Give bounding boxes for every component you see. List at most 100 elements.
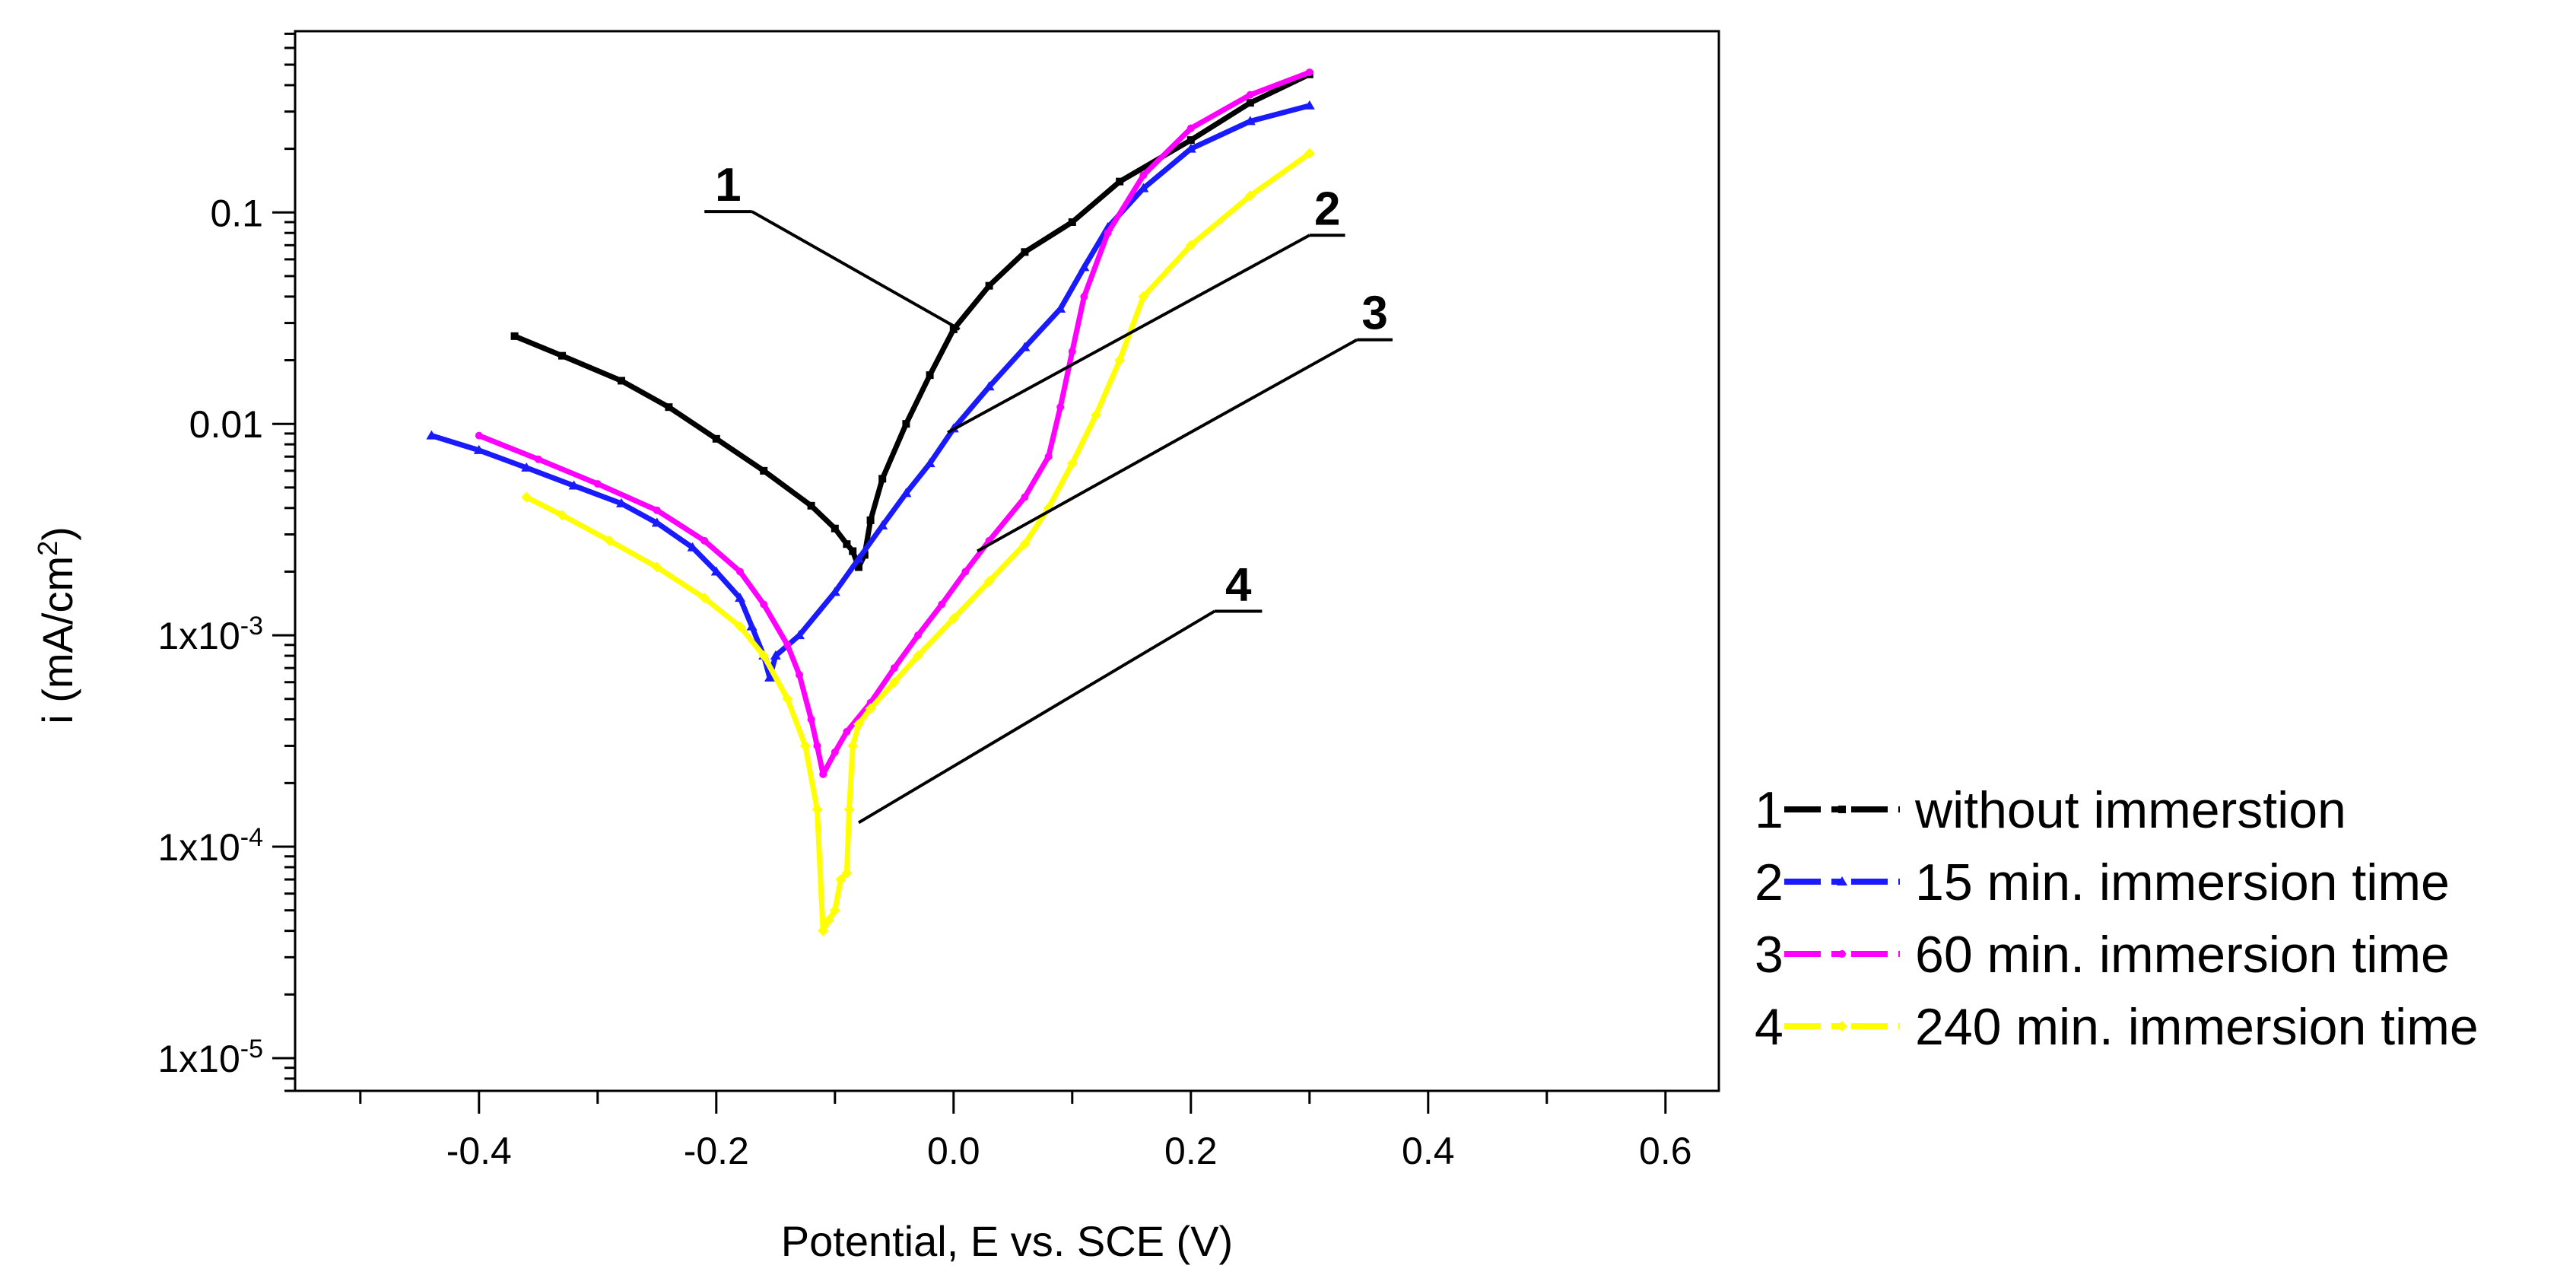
data-point [534,455,542,463]
callout-label: 3 [1361,288,1387,340]
data-point [760,466,768,475]
series-1 [510,70,1313,571]
legend-label: 240 min. immersion time [1915,998,2479,1056]
series-2 [426,100,1315,682]
data-point [847,740,859,752]
data-point [799,740,811,752]
data-point [783,641,792,649]
data-point [782,693,793,704]
data-point [1185,240,1196,251]
legend-label: 60 min. immersion time [1915,926,2450,984]
data-point [1246,99,1254,107]
callout-leader [947,234,1310,434]
data-point [1138,183,1149,192]
data-point [736,567,744,576]
callout-leader [857,609,1216,825]
callout-label: 1 [715,159,741,211]
data-point [710,566,722,576]
data-point [665,403,673,412]
data-point [843,727,851,736]
data-point [794,630,805,640]
legend: 1 without immerstion 2 15 min. immersion ti… [1755,781,2479,1056]
data-point [735,621,745,632]
data-point [593,480,602,488]
data-point [521,491,532,503]
data-point [1837,876,1847,885]
data-point [807,501,815,510]
legend-item-4: 4 240 min. immersion time [1755,998,2479,1056]
legend-item-3: 3 60 min. immersion time [1755,926,2450,984]
x-tick-label: 0.2 [1164,1130,1218,1172]
data-point [473,444,484,454]
y-tick-label: 1x10-4 [157,823,263,869]
data-point [888,676,900,688]
callout-leader [977,338,1358,553]
data-point [878,475,887,483]
series-line-4 [523,151,1313,934]
data-point [818,925,829,936]
data-point [1021,248,1029,256]
data-point [568,480,580,490]
callout-label: 4 [1225,558,1252,611]
data-point [900,488,912,498]
data-point [948,613,959,625]
data-point [699,593,710,604]
data-point [557,510,567,521]
data-point [1244,190,1256,202]
legend-number: 1 [1755,781,1784,839]
data-point [985,281,993,290]
data-point [1138,291,1149,302]
data-point [855,563,862,571]
data-point [1021,493,1029,501]
data-point [1078,262,1090,272]
data-point [764,672,775,682]
data-point [687,542,698,552]
callouts: 1 2 3 4 [704,159,1393,825]
data-point [1068,348,1076,356]
data-point [1116,177,1124,186]
data-point [1056,403,1065,412]
data-point [1244,116,1256,126]
data-point [841,867,853,879]
data-point [813,742,821,750]
data-point [949,325,958,333]
data-point [558,351,566,360]
callout-4: 4 [857,558,1263,825]
data-point [604,535,615,546]
data-point [877,520,888,530]
data-point [807,715,815,723]
y-tick-label: 0.1 [210,192,263,234]
data-point [1080,292,1088,300]
legend-label: without immerstion [1914,781,2346,839]
data-point [1044,453,1053,461]
data-point [1104,229,1112,237]
series-3 [475,68,1313,778]
y-tick-exponent: -4 [240,823,263,852]
data-point [835,874,846,885]
data-point [853,718,864,730]
data-point [843,804,855,815]
legend-label: 15 min. immersion time [1915,854,2450,911]
data-point [824,914,834,926]
x-tick-label: 0.0 [927,1130,980,1172]
data-point [961,567,970,576]
data-point [983,576,995,587]
data-point [1091,409,1101,421]
data-point [510,332,519,340]
data-point [849,547,857,555]
data-point [924,458,935,468]
callout-1: 1 [704,159,961,331]
plot-frame [294,30,1720,1092]
y-axis-title-sup: 2 [32,541,63,556]
data-point [770,650,781,660]
data-point [1838,950,1846,958]
data-point [1019,539,1031,550]
data-point [831,524,839,532]
data-point [913,650,923,662]
data-point [1068,218,1076,226]
y-tick-label: 0.01 [189,403,263,446]
data-point [831,748,839,756]
data-point [866,516,875,524]
data-point [926,371,934,380]
plot-area [426,68,1315,936]
